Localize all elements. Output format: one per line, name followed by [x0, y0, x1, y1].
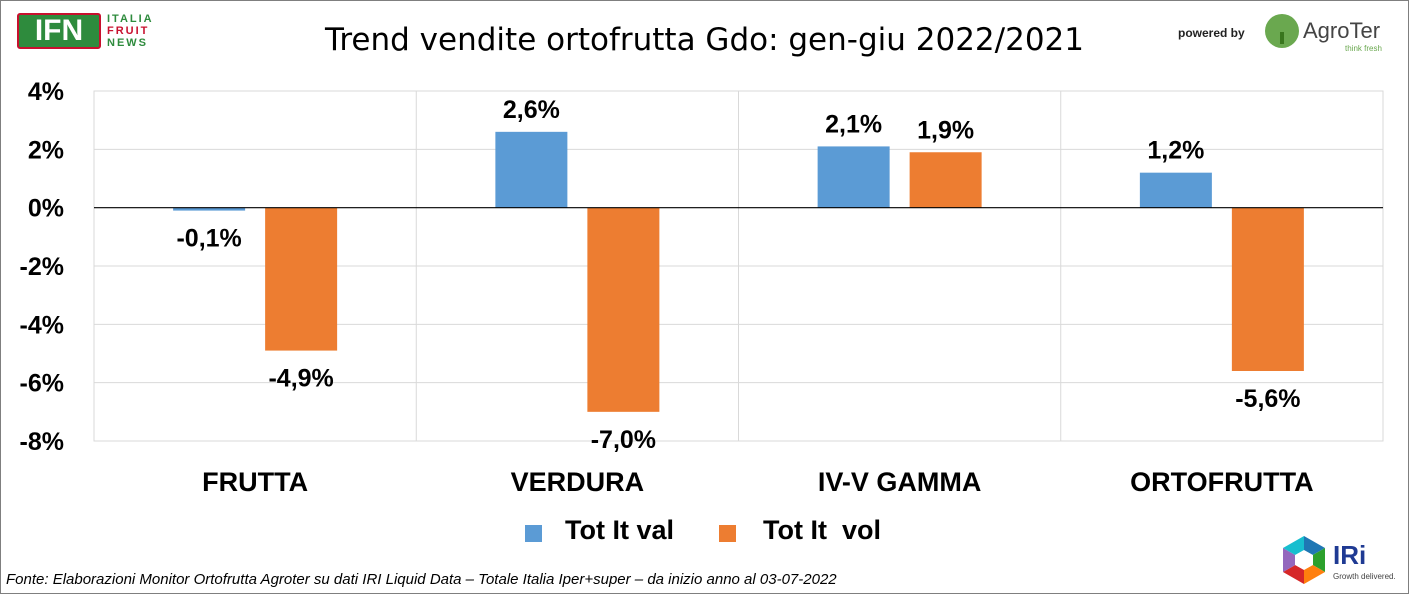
- data-label-vol: -5,6%: [1235, 385, 1300, 413]
- data-label-val: 2,1%: [825, 110, 882, 138]
- data-label-vol: -7,0%: [591, 426, 656, 454]
- bar-val: [173, 207, 246, 211]
- data-label-val: 2,6%: [503, 96, 560, 124]
- source-note: Fonte: Elaborazioni Monitor Ortofrutta A…: [6, 571, 837, 588]
- category-label: ORTOFRUTTA: [1130, 467, 1313, 497]
- category-label: IV-V GAMMA: [818, 467, 982, 497]
- bar-val: [817, 146, 890, 208]
- agroter-logo-tagline: think fresh: [1345, 44, 1382, 53]
- iri-hexagon-icon: [1283, 536, 1325, 584]
- ifn-logo-subtitle: ITALIA FRUIT NEWS: [107, 13, 154, 49]
- y-tick-label: -6%: [20, 370, 64, 398]
- bar-val: [495, 131, 568, 208]
- iri-logo-name: IRi: [1333, 540, 1367, 570]
- bar-vol: [1231, 207, 1304, 371]
- category-label: FRUTTA: [202, 467, 308, 497]
- data-label-val: 1,2%: [1147, 137, 1204, 165]
- y-tick-label: -8%: [20, 428, 64, 456]
- ifn-logo-line3: NEWS: [107, 37, 148, 49]
- y-tick-label: -4%: [20, 311, 64, 339]
- agroter-logo-name: AgroTer: [1303, 18, 1381, 43]
- agroter-logo: AgroTer think fresh: [1265, 14, 1400, 54]
- legend-swatch-val: [525, 525, 542, 542]
- iri-logo-tagline: Growth delivered.: [1333, 572, 1396, 581]
- y-tick-label: 0%: [28, 195, 64, 223]
- y-tick-label: 4%: [28, 78, 64, 106]
- data-label-val: -0,1%: [176, 225, 241, 253]
- bar-vol: [265, 207, 338, 351]
- category-label: VERDURA: [511, 467, 645, 497]
- legend-label-vol: Tot It vol: [763, 515, 881, 545]
- italia-fruit-news-logo: IFN ITALIA FRUIT NEWS: [17, 13, 177, 53]
- bar-vol: [587, 207, 660, 412]
- data-label-vol: 1,9%: [917, 116, 974, 144]
- legend-swatch-vol: [719, 525, 736, 542]
- powered-by-label: powered by: [1178, 26, 1245, 40]
- bar-val: [1139, 172, 1212, 208]
- iri-logo: IRi Growth delivered.: [1283, 536, 1403, 586]
- chart-legend: Tot It val Tot It vol: [0, 515, 1409, 549]
- ifn-logo-mark: IFN: [17, 13, 101, 49]
- chart-title: Trend vendite ortofrutta Gdo: gen-giu 20…: [324, 22, 1084, 58]
- tree-icon: [1265, 14, 1299, 48]
- ifn-logo-text: IFN: [34, 14, 84, 47]
- y-tick-label: -2%: [20, 253, 64, 281]
- ifn-logo-line2: FRUIT: [107, 25, 150, 37]
- y-tick-label: 2%: [28, 136, 64, 164]
- legend-label-val: Tot It val: [565, 515, 675, 545]
- bar-vol: [909, 152, 982, 208]
- data-label-vol: -4,9%: [268, 365, 333, 393]
- ifn-logo-line1: ITALIA: [107, 13, 154, 25]
